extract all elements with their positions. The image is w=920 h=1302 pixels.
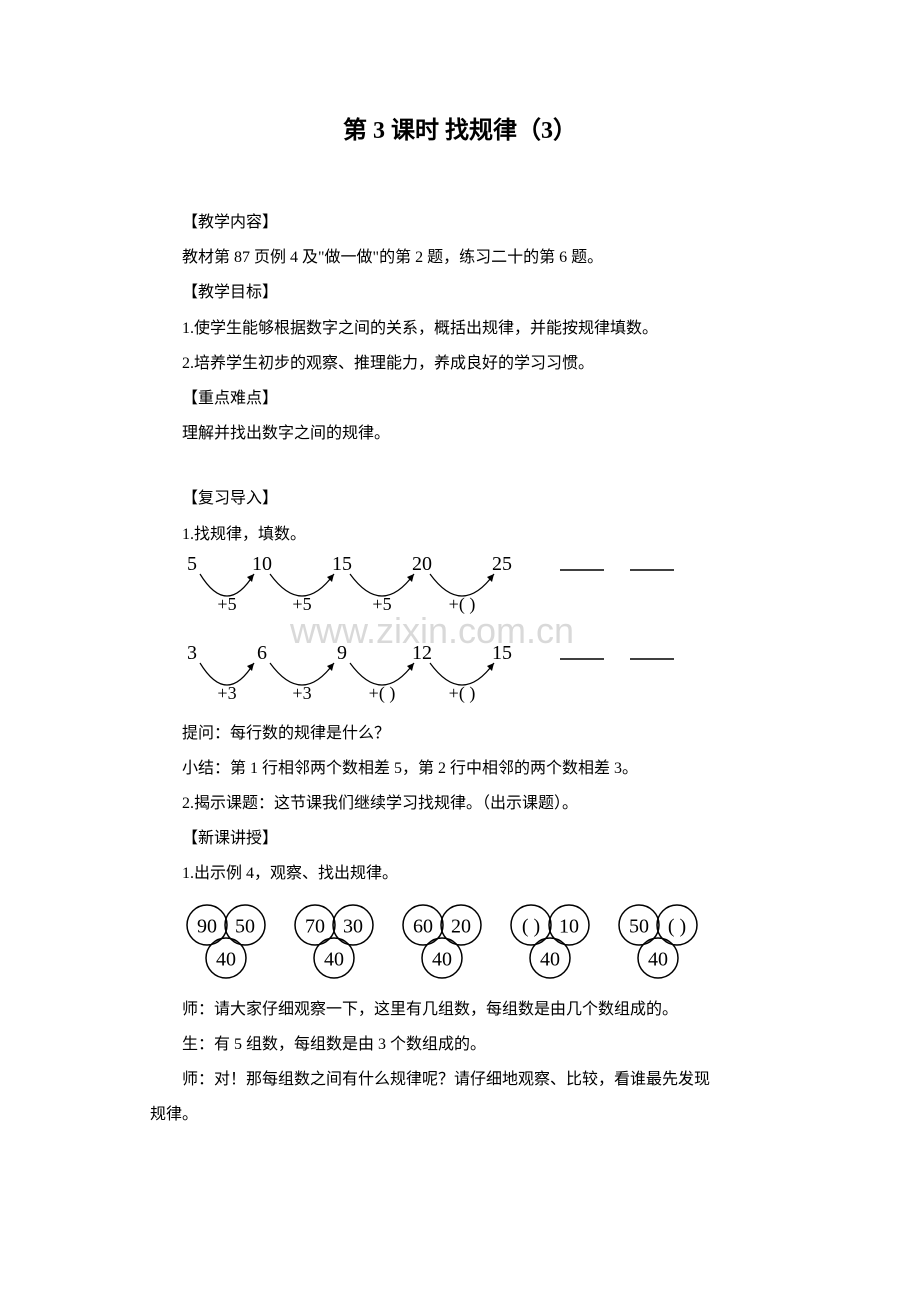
triple-group: ( ) 10 40 — [506, 900, 596, 984]
section-content-head: 【教学内容】 — [150, 205, 770, 240]
review-1: 1.找规律，填数。 — [150, 517, 770, 552]
seq-arc — [270, 574, 334, 596]
triple-value: 40 — [216, 948, 236, 970]
sequence-1: 5 10 15 20 25 +5 +5 +5 +( ) — [182, 552, 770, 627]
triple-value: 40 — [540, 948, 560, 970]
triple-group: 90 50 40 — [182, 900, 272, 984]
section-new-head: 【新课讲授】 — [150, 821, 770, 856]
seq-diff: +5 — [217, 594, 236, 614]
seq-number: 12 — [412, 642, 432, 664]
triples-row: 905040703040602040( )104050( )40 — [182, 900, 770, 984]
seq-number: 10 — [252, 553, 272, 575]
triple-value: 40 — [324, 948, 344, 970]
seq-diff: +3 — [292, 683, 311, 703]
triple-value: 40 — [648, 948, 668, 970]
triple-value: 10 — [559, 915, 579, 937]
seq-arc — [430, 574, 494, 596]
teacher-2b: 规律。 — [150, 1097, 770, 1132]
seq-number: 20 — [412, 553, 432, 575]
seq-number: 6 — [257, 642, 267, 664]
seq-arrowhead — [247, 574, 254, 582]
triple-value: 20 — [451, 915, 471, 937]
sequence-2: 3 6 9 12 15 +3 +3 +( ) +( ) — [182, 641, 770, 716]
seq-number: 15 — [492, 642, 512, 664]
triple-value: 60 — [413, 915, 433, 937]
teacher-2: 师：对！那每组数之间有什么规律呢？请仔细地观察、比较，看谁最先发现 — [150, 1062, 770, 1097]
section-keypoint-head: 【重点难点】 — [150, 381, 770, 416]
triple-value: 40 — [432, 948, 452, 970]
seq-arc — [200, 663, 254, 685]
seq-number: 9 — [337, 642, 347, 664]
triple-group: 70 30 40 — [290, 900, 380, 984]
seq-arrowhead — [247, 663, 254, 671]
goal-1: 1.使学生能够根据数字之间的关系，概括出规律，并能按规律填数。 — [150, 311, 770, 346]
seq-diff: +3 — [217, 683, 236, 703]
new-1: 1.出示例 4，观察、找出规律。 — [150, 856, 770, 891]
seq-arc — [350, 574, 414, 596]
review-2: 2.揭示课题：这节课我们继续学习找规律。（出示课题）。 — [150, 786, 770, 821]
triple-value: 50 — [629, 915, 649, 937]
seq-arc — [350, 663, 414, 685]
seq-number: 5 — [187, 553, 197, 575]
keypoint-body: 理解并找出数字之间的规律。 — [150, 416, 770, 451]
seq-diff: +( ) — [449, 683, 476, 704]
seq-number: 3 — [187, 642, 197, 664]
goal-2: 2.培养学生初步的观察、推理能力，养成良好的学习习惯。 — [150, 346, 770, 381]
section-review-head: 【复习导入】 — [150, 481, 770, 516]
triple-value: ( ) — [668, 915, 686, 937]
seq-arc — [270, 663, 334, 685]
content-body: 教材第 87 页例 4 及"做一做"的第 2 题，练习二十的第 6 题。 — [150, 240, 770, 275]
triple-value: 90 — [197, 915, 217, 937]
seq-arc — [430, 663, 494, 685]
section-goal-head: 【教学目标】 — [150, 275, 770, 310]
page-title: 第 3 课时 找规律（3） — [150, 110, 770, 145]
student-1: 生：有 5 组数，每组数是由 3 个数组成的。 — [150, 1027, 770, 1062]
triple-value: 50 — [235, 915, 255, 937]
triple-group: 50 ( )40 — [614, 900, 704, 984]
seq-number: 25 — [492, 553, 512, 575]
seq-number: 15 — [332, 553, 352, 575]
triple-value: 30 — [343, 915, 363, 937]
triple-group: 60 20 40 — [398, 900, 488, 984]
triple-value: ( ) — [522, 915, 540, 937]
seq-diff: +( ) — [449, 594, 476, 615]
seq-diff: +( ) — [369, 683, 396, 704]
summary: 小结：第 1 行相邻两个数相差 5，第 2 行中相邻的两个数相差 3。 — [150, 751, 770, 786]
seq-arc — [200, 574, 254, 596]
seq-diff: +5 — [372, 594, 391, 614]
question: 提问：每行数的规律是什么？ — [150, 716, 770, 751]
triple-value: 70 — [305, 915, 325, 937]
seq-diff: +5 — [292, 594, 311, 614]
teacher-1: 师：请大家仔细观察一下，这里有几组数，每组数是由几个数组成的。 — [150, 992, 770, 1027]
